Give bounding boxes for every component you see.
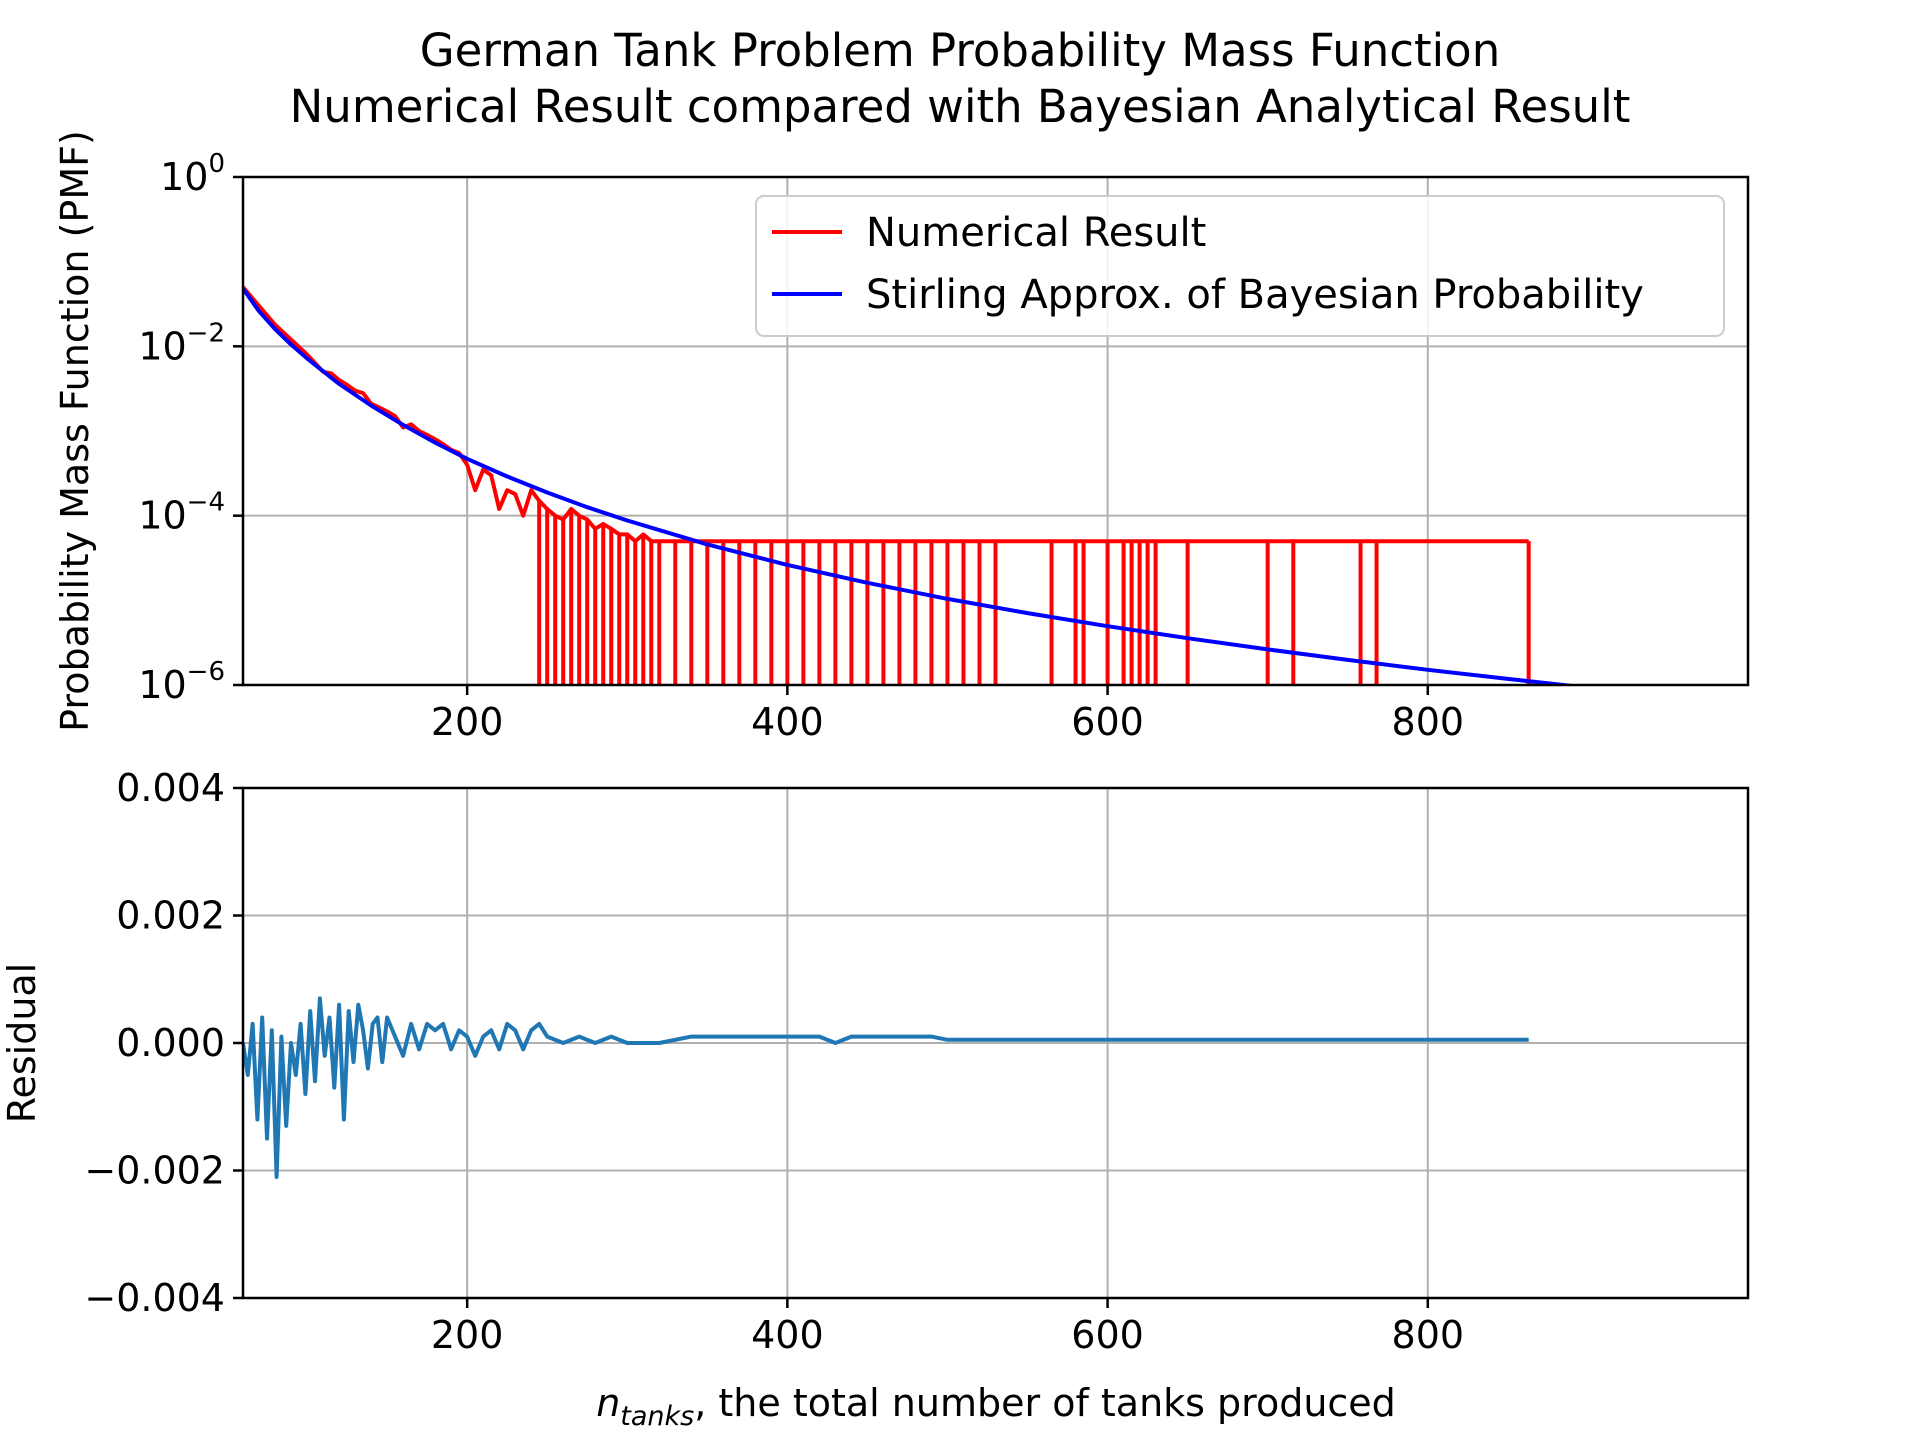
x-axis-label: ntanks, the total number of tanks produc…: [596, 1381, 1396, 1432]
legend-label: Numerical Result: [866, 210, 1206, 256]
x-tick-label: 800: [1392, 1313, 1465, 1357]
x-tick-label: 200: [431, 700, 504, 744]
residual-line: [243, 996, 1529, 1179]
pmf-plot: 200 400 600 800 10−6 10−4 10−2 100 Probability M…: [53, 130, 1750, 744]
y-axis-label: Probability Mass Function (PMF): [53, 130, 97, 732]
y-axis-label: Residual: [0, 963, 44, 1123]
y-tick-label: 0.004: [116, 766, 225, 810]
x-tick-label: 800: [1392, 700, 1465, 744]
y-tick-label: 10−4: [138, 488, 225, 538]
legend-label: Stirling Approx. of Bayesian Probability: [866, 272, 1644, 318]
stirling-approx-of-bayesian-probability-line: [243, 287, 1582, 685]
plot-frame: [241, 175, 1750, 687]
numerical-result-line: [243, 285, 1529, 544]
y-tick-label: −0.004: [84, 1276, 225, 1320]
x-tick-label: 600: [1071, 1313, 1144, 1357]
y-tick-label: 10−2: [138, 318, 225, 368]
y-tick-label: 0.000: [116, 1021, 225, 1065]
legend: [755, 195, 1725, 337]
x-tick-label: 400: [751, 1313, 824, 1357]
figure-title-line-1: German Tank Problem Probability Mass Fun…: [420, 24, 1500, 77]
y-tick-label: 0.002: [116, 894, 225, 938]
x-tick-label: 200: [431, 1313, 504, 1357]
x-tick-label: 600: [1071, 700, 1144, 744]
figure-title-line-2: Numerical Result compared with Bayesian …: [290, 80, 1631, 133]
y-tick-label: 10−6: [138, 657, 225, 707]
x-tick-label: 400: [751, 700, 824, 744]
y-tick-label: 100: [160, 149, 225, 199]
y-tick-label: −0.002: [84, 1149, 225, 1193]
residual-plot: 200 400 600 800 −0.004 −0.002 0.000 0.002 0.004 R…: [0, 766, 1750, 1432]
